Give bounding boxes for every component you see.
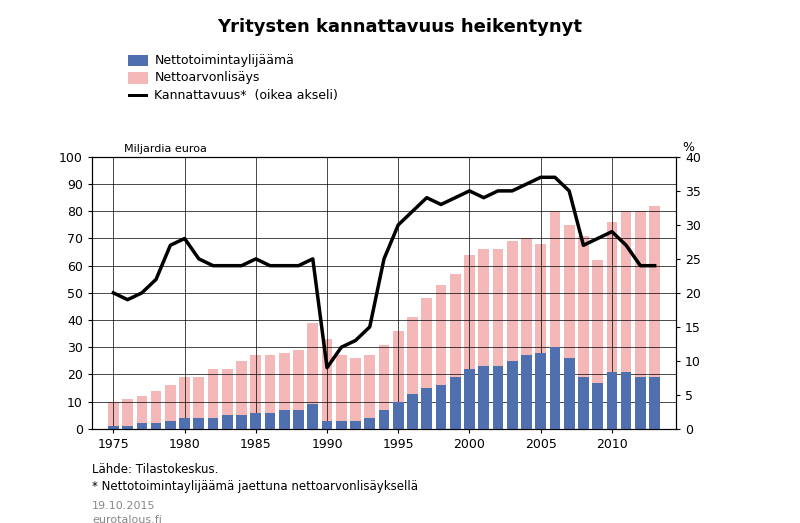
Text: 19.10.2015: 19.10.2015 (92, 501, 155, 511)
Bar (422, 388, 432, 429)
Bar (194, 377, 204, 429)
Bar (478, 249, 489, 429)
Bar (150, 391, 162, 429)
Bar (507, 361, 518, 429)
Bar (122, 426, 133, 429)
Text: Miljardia euroa: Miljardia euroa (124, 144, 207, 154)
Bar (493, 366, 503, 429)
Bar (535, 244, 546, 429)
Bar (450, 377, 461, 429)
Bar (336, 356, 346, 429)
Bar (464, 255, 475, 429)
Bar (650, 206, 660, 429)
Bar (208, 369, 218, 429)
Bar (493, 249, 503, 429)
Bar (336, 420, 346, 429)
Bar (621, 372, 631, 429)
Bar (535, 353, 546, 429)
Text: eurotalous.fi: eurotalous.fi (92, 515, 162, 523)
Bar (293, 350, 304, 429)
Bar (279, 410, 290, 429)
Bar (635, 211, 646, 429)
Bar (436, 385, 446, 429)
Bar (592, 260, 603, 429)
Bar (137, 424, 147, 429)
Bar (279, 353, 290, 429)
Bar (478, 366, 489, 429)
Bar (436, 285, 446, 429)
Bar (621, 211, 631, 429)
Bar (265, 356, 275, 429)
Bar (393, 331, 403, 429)
Bar (236, 415, 247, 429)
Bar (222, 415, 233, 429)
Bar (222, 369, 233, 429)
Bar (521, 238, 532, 429)
Bar (265, 413, 275, 429)
Text: * Nettotoimintaylijäämä jaettuna nettoarvonlisäyksellä: * Nettotoimintaylijäämä jaettuna nettoar… (92, 480, 418, 493)
Bar (108, 426, 118, 429)
Bar (521, 356, 532, 429)
Bar (550, 211, 560, 429)
Bar (179, 418, 190, 429)
Text: Nettotoimintaylijäämä: Nettotoimintaylijäämä (154, 54, 294, 67)
Text: %: % (682, 141, 694, 154)
Text: Kannattavuus*  (oikea akseli): Kannattavuus* (oikea akseli) (154, 89, 338, 101)
Bar (450, 274, 461, 429)
Text: Lähde: Tilastokeskus.: Lähde: Tilastokeskus. (92, 463, 218, 476)
Text: Nettoarvonlisäys: Nettoarvonlisäys (154, 72, 260, 84)
Bar (464, 369, 475, 429)
Bar (422, 298, 432, 429)
Bar (365, 356, 375, 429)
Bar (564, 225, 574, 429)
Bar (165, 420, 176, 429)
Bar (150, 424, 162, 429)
Bar (250, 356, 261, 429)
Bar (378, 410, 390, 429)
Bar (592, 383, 603, 429)
Bar (365, 418, 375, 429)
Text: Yritysten kannattavuus heikentynyt: Yritysten kannattavuus heikentynyt (218, 18, 582, 36)
Bar (122, 399, 133, 429)
Bar (208, 418, 218, 429)
Bar (507, 241, 518, 429)
Bar (564, 358, 574, 429)
Bar (194, 418, 204, 429)
Bar (108, 402, 118, 429)
Bar (606, 222, 618, 429)
Bar (137, 396, 147, 429)
Bar (165, 385, 176, 429)
Bar (393, 402, 403, 429)
Bar (578, 236, 589, 429)
Bar (236, 361, 247, 429)
Bar (650, 377, 660, 429)
Bar (635, 377, 646, 429)
Bar (322, 420, 332, 429)
Bar (307, 323, 318, 429)
Bar (293, 410, 304, 429)
Bar (578, 377, 589, 429)
Bar (322, 339, 332, 429)
Bar (407, 393, 418, 429)
Bar (378, 345, 390, 429)
Bar (250, 413, 261, 429)
Bar (179, 377, 190, 429)
Bar (350, 420, 361, 429)
Bar (350, 358, 361, 429)
Bar (550, 347, 560, 429)
Bar (407, 317, 418, 429)
Bar (606, 372, 618, 429)
Bar (307, 404, 318, 429)
